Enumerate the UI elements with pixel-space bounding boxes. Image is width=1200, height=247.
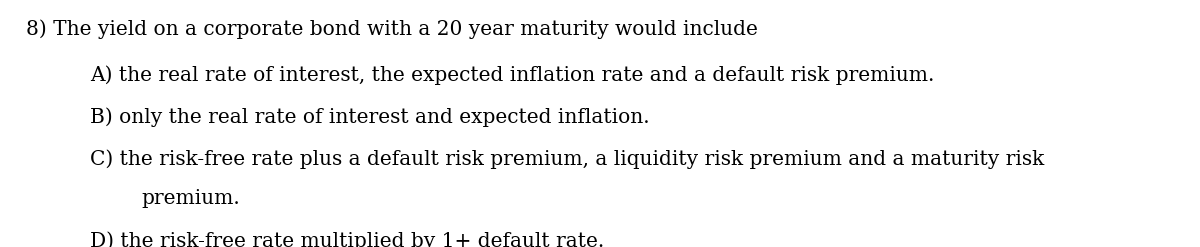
Text: premium.: premium. (142, 189, 240, 208)
Text: 8) The yield on a corporate bond with a 20 year maturity would include: 8) The yield on a corporate bond with a … (26, 20, 758, 40)
Text: A) the real rate of interest, the expected inflation rate and a default risk pre: A) the real rate of interest, the expect… (90, 65, 935, 85)
Text: B) only the real rate of interest and expected inflation.: B) only the real rate of interest and ex… (90, 107, 649, 127)
Text: D) the risk-free rate multiplied by 1+ default rate.: D) the risk-free rate multiplied by 1+ d… (90, 231, 605, 247)
Text: C) the risk-free rate plus a default risk premium, a liquidity risk premium and : C) the risk-free rate plus a default ris… (90, 149, 1044, 169)
